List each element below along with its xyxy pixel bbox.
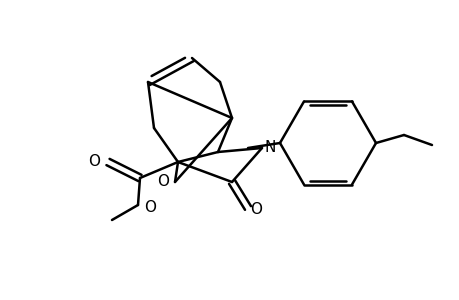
Text: O: O — [88, 154, 100, 169]
Text: O: O — [249, 202, 262, 217]
Text: O: O — [144, 200, 156, 214]
Text: N: N — [264, 140, 275, 155]
Text: O: O — [157, 175, 168, 190]
